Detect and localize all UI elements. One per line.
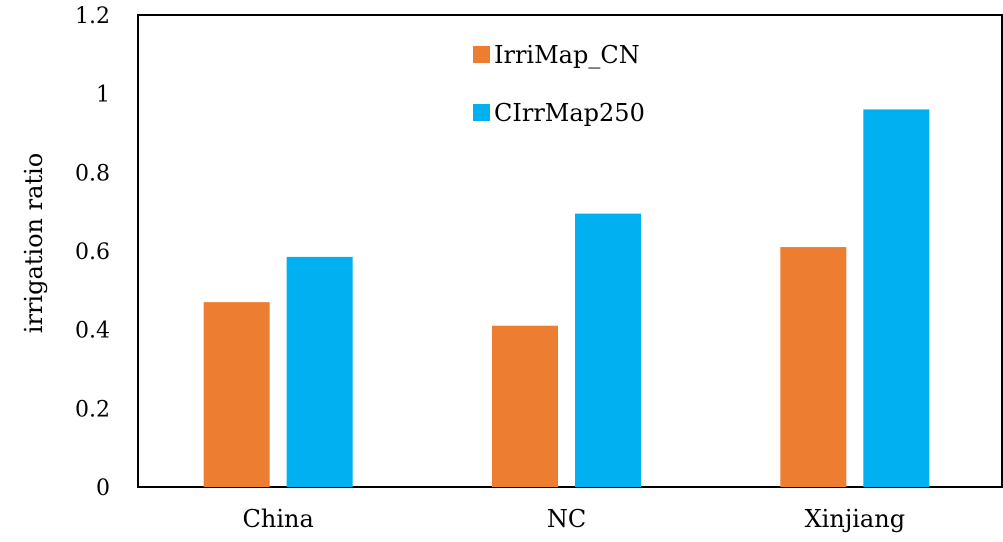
legend-label: CIrrMap250 bbox=[494, 99, 645, 127]
legend-label: IrriMap_CN bbox=[494, 41, 640, 69]
x-tick-label: Xinjiang bbox=[805, 505, 905, 533]
y-tick-label: 1 bbox=[96, 83, 110, 108]
y-tick-label: 1.2 bbox=[75, 4, 110, 29]
y-tick-label: 0.8 bbox=[75, 161, 110, 186]
bars bbox=[203, 109, 930, 488]
x-tick-label: China bbox=[243, 505, 314, 533]
legend-swatch bbox=[473, 104, 490, 121]
y-tick-label: 0.4 bbox=[75, 319, 110, 344]
plot-area bbox=[137, 14, 1003, 488]
plot-border bbox=[137, 14, 1003, 488]
y-tick-label: 0.6 bbox=[75, 240, 110, 265]
y-axis-ticks: 0 0.2 0.4 0.6 0.8 1 1.2 bbox=[75, 4, 110, 501]
bar-irrimap-cn-china bbox=[203, 302, 270, 487]
bar-cirrmap250-xinjiang bbox=[863, 109, 930, 488]
y-tick-label: 0.2 bbox=[75, 397, 110, 422]
x-axis-labels: China NC Xinjiang bbox=[243, 505, 906, 533]
legend: IrriMap_CN CIrrMap250 bbox=[473, 41, 645, 127]
y-tick-label: 0 bbox=[96, 476, 110, 501]
y-axis-title: irrigation ratio bbox=[20, 153, 48, 333]
x-tick-label: NC bbox=[547, 505, 586, 533]
bar-irrimap-cn-nc bbox=[492, 325, 558, 487]
legend-swatch bbox=[473, 46, 490, 63]
bar-cirrmap250-china bbox=[286, 256, 353, 487]
bar-cirrmap250-nc bbox=[575, 213, 641, 487]
bar-irrimap-cn-xinjiang bbox=[780, 247, 847, 487]
